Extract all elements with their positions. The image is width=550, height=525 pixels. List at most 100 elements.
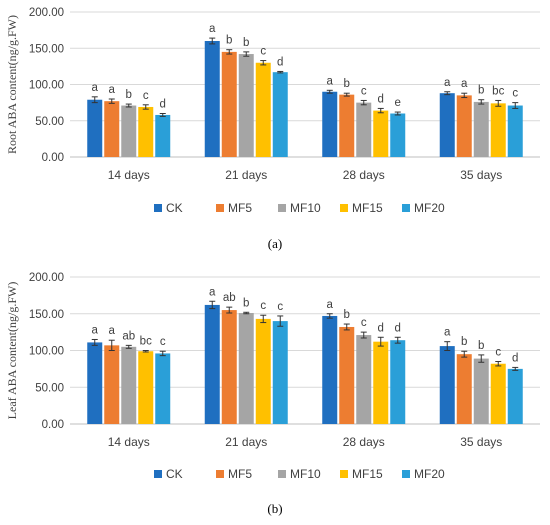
legend-label-mf15: MF15 [352, 467, 383, 481]
panel-label: (b) [267, 501, 282, 516]
x-tick-label: 28 days [343, 168, 385, 182]
bar-ck-35-days [440, 93, 455, 157]
significance-letter: b [344, 78, 350, 90]
bar-ck-28-days [322, 316, 337, 424]
significance-letter: b [243, 37, 249, 49]
bar-mf10-21-days [239, 54, 254, 157]
bar-mf15-28-days [373, 111, 388, 157]
bar-mf20-14-days [155, 353, 170, 424]
significance-letter: b [243, 297, 249, 309]
significance-letter: d [378, 322, 384, 334]
x-tick-label: 28 days [343, 435, 385, 449]
legend-swatch-mf5 [216, 470, 224, 478]
bar-mf20-35-days [508, 106, 523, 157]
x-tick-label: 21 days [225, 168, 267, 182]
x-tick-label: 21 days [225, 435, 267, 449]
significance-letter: e [395, 97, 401, 109]
significance-letter: b [226, 35, 232, 47]
legend-swatch-mf10 [278, 204, 286, 212]
significance-letter: a [92, 324, 99, 336]
chart-panel-b: 0.00 50.00 100.00 150.00 200.00 Leaf ABA cont… [5, 272, 540, 516]
bar-ck-21-days [205, 305, 220, 424]
legend-label-ck: CK [166, 467, 183, 481]
bar-mf15-14-days [138, 107, 153, 157]
y-tick-label: 50.00 [35, 382, 64, 394]
bar-ck-28-days [322, 92, 337, 157]
legend-swatch-mf20 [402, 470, 410, 478]
significance-letter: c [260, 300, 266, 312]
significance-letter: ab [122, 330, 135, 342]
bar-mf5-35-days [457, 354, 472, 424]
significance-letter: c [361, 317, 367, 329]
y-tick-label: 150.00 [29, 43, 64, 55]
y-tick-label: 150.00 [29, 309, 64, 321]
y-tick-label: 0.00 [42, 152, 64, 164]
significance-letter: c [512, 88, 518, 100]
significance-letter: a [109, 84, 116, 96]
bar-mf10-28-days [356, 335, 371, 424]
significance-letter: b [478, 85, 484, 97]
significance-letter: a [461, 78, 468, 90]
bar-mf20-21-days [273, 72, 288, 157]
significance-letter: a [209, 286, 216, 298]
bar-mf10-14-days [121, 347, 136, 424]
significance-letter: a [327, 299, 334, 311]
significance-letter: d [277, 56, 283, 68]
significance-letter: c [495, 347, 501, 359]
significance-letter: b [461, 336, 467, 348]
bar-mf10-14-days [121, 106, 136, 157]
bar-ck-21-days [205, 41, 220, 157]
significance-letter: b [478, 340, 484, 352]
significance-letter: b [344, 309, 350, 321]
chart-panel-a: 0.00 50.00 100.00 150.00 200.00 Root ABA cont… [5, 7, 540, 251]
legend: CK MF5 MF10 MF15 MF20 [154, 467, 445, 481]
significance-letter: bc [492, 85, 504, 97]
bar-mf15-28-days [373, 342, 388, 424]
significance-letter: d [378, 93, 384, 105]
legend-label-mf15: MF15 [352, 201, 383, 215]
legend-swatch-mf15 [340, 470, 348, 478]
bar-mf5-35-days [457, 95, 472, 157]
legend-swatch-ck [154, 204, 162, 212]
legend: CK MF5 MF10 MF15 MF20 [154, 201, 445, 215]
significance-letter: a [209, 23, 216, 35]
bar-mf10-35-days [474, 359, 489, 424]
significance-letter: c [277, 301, 283, 313]
significance-letter: d [512, 352, 518, 364]
bar-mf20-28-days [390, 114, 405, 158]
bar-mf5-14-days [104, 101, 119, 157]
legend-label-mf10: MF10 [290, 467, 321, 481]
legend-label-ck: CK [166, 201, 183, 215]
legend-swatch-mf5 [216, 204, 224, 212]
y-tick-label: 50.00 [35, 116, 64, 128]
x-tick-label: 14 days [108, 168, 150, 182]
legend-swatch-mf10 [278, 470, 286, 478]
bar-mf15-14-days [138, 351, 153, 424]
bar-mf15-21-days [256, 319, 271, 424]
significance-letter: c [361, 85, 367, 97]
y-tick-label: 0.00 [42, 419, 64, 431]
legend-label-mf20: MF20 [414, 201, 445, 215]
significance-letter: b [126, 89, 132, 101]
bar-mf5-21-days [222, 52, 237, 157]
x-tick-label: 14 days [108, 435, 150, 449]
significance-letter: d [395, 322, 401, 334]
legend-label-mf20: MF20 [414, 467, 445, 481]
bar-mf10-21-days [239, 313, 254, 424]
bar-mf10-35-days [474, 102, 489, 157]
bar-mf15-35-days [491, 364, 506, 424]
legend-label-mf10: MF10 [290, 201, 321, 215]
panel-label: (a) [268, 236, 282, 251]
bar-mf20-28-days [390, 340, 405, 424]
y-tick-label: 100.00 [29, 80, 64, 92]
bar-ck-14-days [87, 100, 102, 157]
significance-letter: a [444, 77, 451, 89]
significance-letter: a [109, 325, 116, 337]
legend-swatch-mf15 [340, 204, 348, 212]
significance-letter: d [160, 99, 166, 111]
bar-mf5-14-days [104, 345, 119, 424]
bar-mf5-28-days [339, 327, 354, 424]
x-tick-label: 35 days [460, 435, 502, 449]
bar-mf15-21-days [256, 63, 271, 157]
